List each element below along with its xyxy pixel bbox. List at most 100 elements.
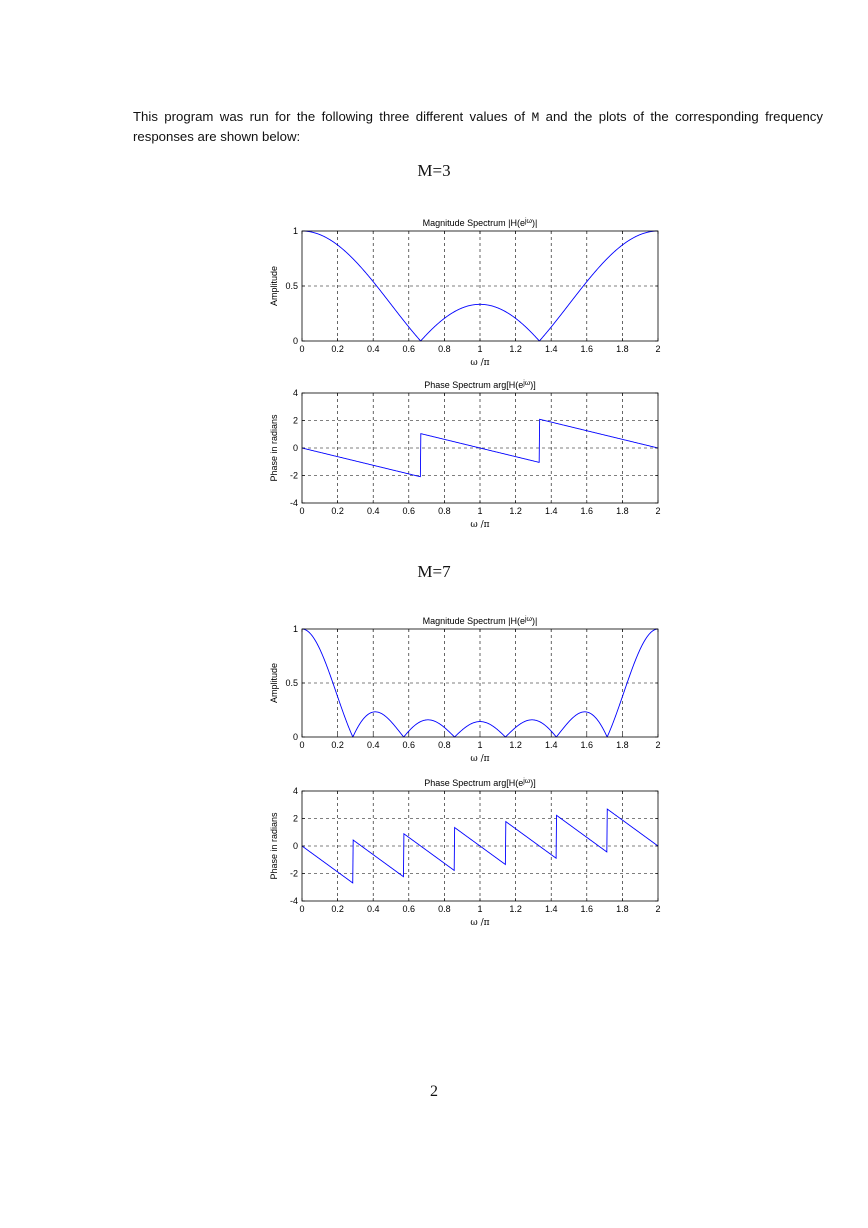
chart-title-text: Phase Spectrum arg[H(e	[424, 778, 523, 788]
x-axis-label: ω /π	[470, 918, 489, 928]
y-tick-label: -4	[290, 498, 298, 508]
y-axis-label: Phase in radians	[269, 812, 279, 880]
intro-text-before: This program was run for the following t…	[133, 109, 532, 124]
y-tick-label: 0.5	[285, 678, 298, 688]
x-tick-label: 0.6	[403, 904, 416, 914]
x-tick-label: 0.4	[367, 904, 380, 914]
x-tick-label: 0	[299, 904, 304, 914]
x-tick-label: 2	[655, 740, 660, 750]
x-axis-label: ω /π	[470, 358, 489, 368]
section-label-m7: M=7	[417, 562, 451, 581]
x-tick-label: 0.6	[403, 344, 416, 354]
x-tick-label: 1.4	[545, 344, 558, 354]
chart-title: Phase Spectrum arg[H(ejω)]	[424, 380, 536, 390]
x-tick-label: 1	[477, 740, 482, 750]
x-tick-label: 1.6	[581, 506, 594, 516]
y-tick-label: -2	[290, 869, 298, 879]
x-tick-label: 1.4	[545, 904, 558, 914]
x-tick-label: 0.4	[367, 740, 380, 750]
chart-title-superscript: jω	[524, 218, 533, 225]
x-tick-label: 1	[477, 506, 482, 516]
y-tick-label: -2	[290, 471, 298, 481]
x-tick-label: 0.2	[331, 740, 344, 750]
grid-lines	[302, 231, 658, 341]
x-tick-label: 1.8	[616, 740, 629, 750]
chart-title-text: )]	[530, 778, 536, 788]
x-tick-label: 1.2	[509, 344, 522, 354]
x-tick-label: 1.4	[545, 506, 558, 516]
chart-title-superscript: jω	[522, 380, 531, 387]
chart-title-superscript: jω	[524, 616, 533, 623]
y-tick-label: 4	[293, 388, 298, 398]
y-tick-label: 0.5	[285, 281, 298, 291]
y-tick-label: -4	[290, 896, 298, 906]
chart-title: Magnitude Spectrum |H(ejω)|	[423, 616, 538, 626]
x-tick-label: 0	[299, 740, 304, 750]
series-line	[302, 230, 658, 342]
x-tick-label: 0	[299, 506, 304, 516]
y-tick-label: 0	[293, 841, 298, 851]
chart-title-text: Phase Spectrum arg[H(e	[424, 380, 523, 390]
section-label-m3: M=3	[417, 161, 451, 180]
x-tick-label: 1.2	[509, 506, 522, 516]
y-tick-label: 0	[293, 336, 298, 346]
intro-variable: M	[531, 110, 540, 125]
x-tick-label: 0	[299, 344, 304, 354]
x-tick-label: 2	[655, 904, 660, 914]
x-tick-label: 1.2	[509, 740, 522, 750]
x-tick-label: 1.6	[581, 344, 594, 354]
x-axis-label: ω /π	[470, 520, 489, 530]
chart-title-text: Magnitude Spectrum |H(e	[423, 616, 525, 626]
y-tick-label: 1	[293, 624, 298, 634]
y-tick-label: 1	[293, 226, 298, 236]
x-tick-label: 0.4	[367, 506, 380, 516]
grid-lines	[302, 629, 658, 737]
x-tick-label: 1.2	[509, 904, 522, 914]
x-tick-label: 0.6	[403, 740, 416, 750]
series-line	[301, 628, 659, 738]
y-axis-label: Phase in radians	[269, 414, 279, 482]
chart-title-text: Magnitude Spectrum |H(e	[423, 218, 525, 228]
intro-text-after: and the plots of the corresponding frequ…	[133, 109, 823, 144]
x-axis-label: ω /π	[470, 754, 489, 764]
series-line	[301, 808, 659, 884]
chart-title-text: )]	[530, 380, 536, 390]
x-tick-label: 0.8	[438, 344, 451, 354]
x-tick-label: 1.8	[616, 506, 629, 516]
x-tick-label: 2	[655, 344, 660, 354]
y-tick-label: 2	[293, 814, 298, 824]
x-tick-label: 0.8	[438, 506, 451, 516]
x-tick-label: 0.8	[438, 904, 451, 914]
x-tick-label: 1	[477, 344, 482, 354]
x-tick-label: 0.6	[403, 506, 416, 516]
y-axis-label: Amplitude	[269, 663, 279, 703]
grid-lines	[302, 393, 658, 503]
x-tick-label: 2	[655, 506, 660, 516]
x-tick-label: 0.2	[331, 904, 344, 914]
intro-paragraph: This program was run for the following t…	[133, 107, 823, 146]
chart-title-superscript: jω	[522, 778, 531, 785]
page-number: 2	[430, 1083, 438, 1100]
y-tick-label: 0	[293, 443, 298, 453]
series-line	[301, 418, 659, 478]
chart-title-text: )|	[532, 218, 537, 228]
x-tick-label: 1.8	[616, 344, 629, 354]
x-tick-label: 0.2	[331, 344, 344, 354]
x-tick-label: 1.6	[581, 904, 594, 914]
x-tick-label: 0.4	[367, 344, 380, 354]
y-axis-label: Amplitude	[269, 266, 279, 306]
chart-title-text: )|	[532, 616, 537, 626]
x-tick-label: 1.8	[616, 904, 629, 914]
x-tick-label: 1.6	[581, 740, 594, 750]
y-tick-label: 0	[293, 732, 298, 742]
chart-title: Phase Spectrum arg[H(ejω)]	[424, 778, 536, 788]
x-tick-label: 1	[477, 904, 482, 914]
y-tick-label: 4	[293, 786, 298, 796]
y-tick-label: 2	[293, 416, 298, 426]
x-tick-label: 1.4	[545, 740, 558, 750]
